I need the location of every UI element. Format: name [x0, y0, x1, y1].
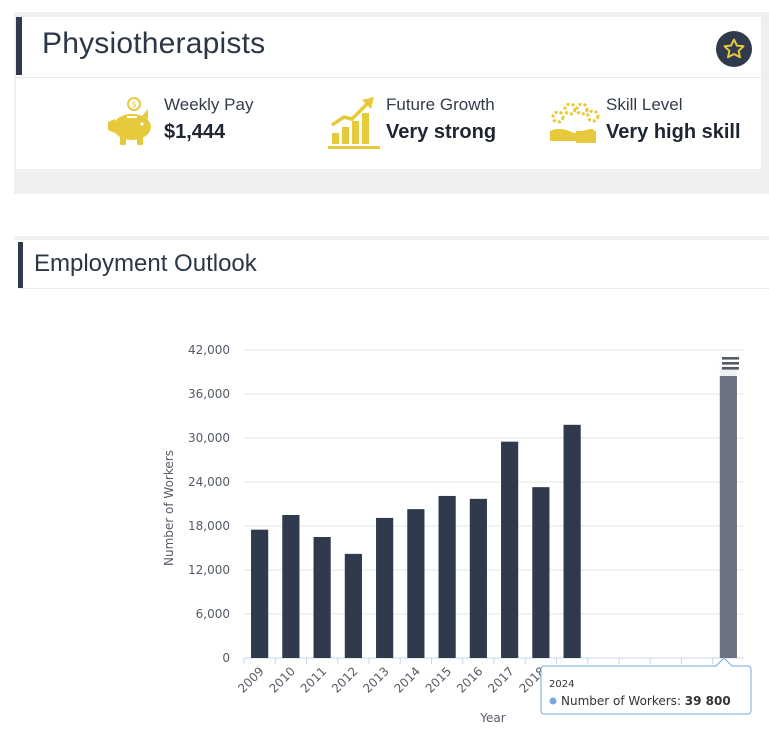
- y-tick-label: 12,000: [188, 563, 230, 577]
- bar-2010[interactable]: [282, 515, 300, 658]
- bar-2011[interactable]: [313, 537, 331, 658]
- y-tick-label: 42,000: [188, 343, 230, 357]
- piggy-bank-icon: $: [108, 97, 151, 145]
- weekly-pay-label: Weekly Pay: [164, 95, 254, 114]
- bar-2013[interactable]: [376, 517, 394, 658]
- x-tick-label: 2015: [423, 664, 454, 695]
- x-tick-label: 2013: [360, 664, 391, 695]
- tooltip-series-dot: [549, 697, 557, 705]
- x-tick-label: 2010: [266, 664, 297, 695]
- y-tick-label: 24,000: [188, 475, 230, 489]
- star-outline-icon: [723, 38, 745, 59]
- title-accent-bar: [16, 17, 22, 75]
- bar-2009[interactable]: [251, 529, 269, 658]
- x-axis-title: Year: [479, 711, 505, 725]
- future-growth-label: Future Growth: [386, 95, 495, 114]
- bar-2015[interactable]: [438, 495, 456, 658]
- y-tick-label: 6,000: [196, 607, 230, 621]
- bar-2024[interactable]: [719, 366, 737, 658]
- x-tick-label: 2012: [329, 664, 360, 695]
- tooltip-colon: :: [677, 694, 685, 708]
- future-growth-value: Very strong: [386, 121, 497, 143]
- bar-2018[interactable]: [532, 487, 550, 658]
- occupation-title: Physiotherapists: [42, 27, 266, 60]
- tooltip-year: 2024: [549, 679, 574, 690]
- skill-level-value: Very high skill: [606, 121, 741, 143]
- occupation-summary-panel: Physiotherapists $ Weekly Pay $1,444: [14, 12, 769, 194]
- outlook-divider: [18, 288, 769, 289]
- bar-2019[interactable]: [563, 424, 581, 658]
- employment-bar-chart: 0 6,000 12,000 18,000 24,000 30,000 36,000 42,0…: [162, 343, 752, 725]
- bar-2017[interactable]: [501, 441, 519, 658]
- x-tick-label: 2009: [235, 664, 266, 695]
- x-tick-label: 2014: [391, 664, 422, 695]
- outlook-accent-bar: [18, 242, 23, 288]
- growth-chart-icon: [328, 97, 380, 149]
- y-tick-label: 36,000: [188, 387, 230, 401]
- outlook-title: Employment Outlook: [34, 250, 257, 277]
- occupation-summary-card: Physiotherapists $ Weekly Pay $1,444: [16, 17, 761, 169]
- y-tick-label: 0: [222, 651, 230, 665]
- hamburger-menu-icon: [722, 357, 739, 370]
- chart-menu-button[interactable]: [718, 354, 744, 376]
- tooltip-series-name: Number of Workers: [561, 694, 677, 708]
- favorite-button[interactable]: [716, 31, 752, 67]
- summary-divider: [16, 77, 761, 78]
- x-tick-label: 2017: [485, 664, 516, 695]
- skill-level-label: Skill Level: [606, 95, 683, 114]
- y-tick-label: 18,000: [188, 519, 230, 533]
- bar-2012[interactable]: [344, 553, 362, 658]
- chart-tooltip: 2024 Number of Workers: 39 800: [540, 657, 752, 715]
- employment-outlook-card: Employment Outlook 0 6,000 12,000 18,000 24,…: [14, 236, 769, 730]
- weekly-pay-value: $1,444: [164, 121, 226, 143]
- gears-hand-icon: [550, 102, 600, 143]
- y-axis-title: Number of Workers: [162, 450, 176, 566]
- bar-2014[interactable]: [407, 509, 425, 658]
- x-tick-label: 2016: [454, 664, 485, 695]
- x-tick-label: 2011: [298, 664, 329, 695]
- bar-2016[interactable]: [469, 498, 487, 658]
- svg-text:$: $: [131, 100, 136, 109]
- y-tick-label: 30,000: [188, 431, 230, 445]
- tooltip-value: 39 800: [685, 694, 731, 708]
- tooltip-text: Number of Workers: 39 800: [561, 694, 731, 708]
